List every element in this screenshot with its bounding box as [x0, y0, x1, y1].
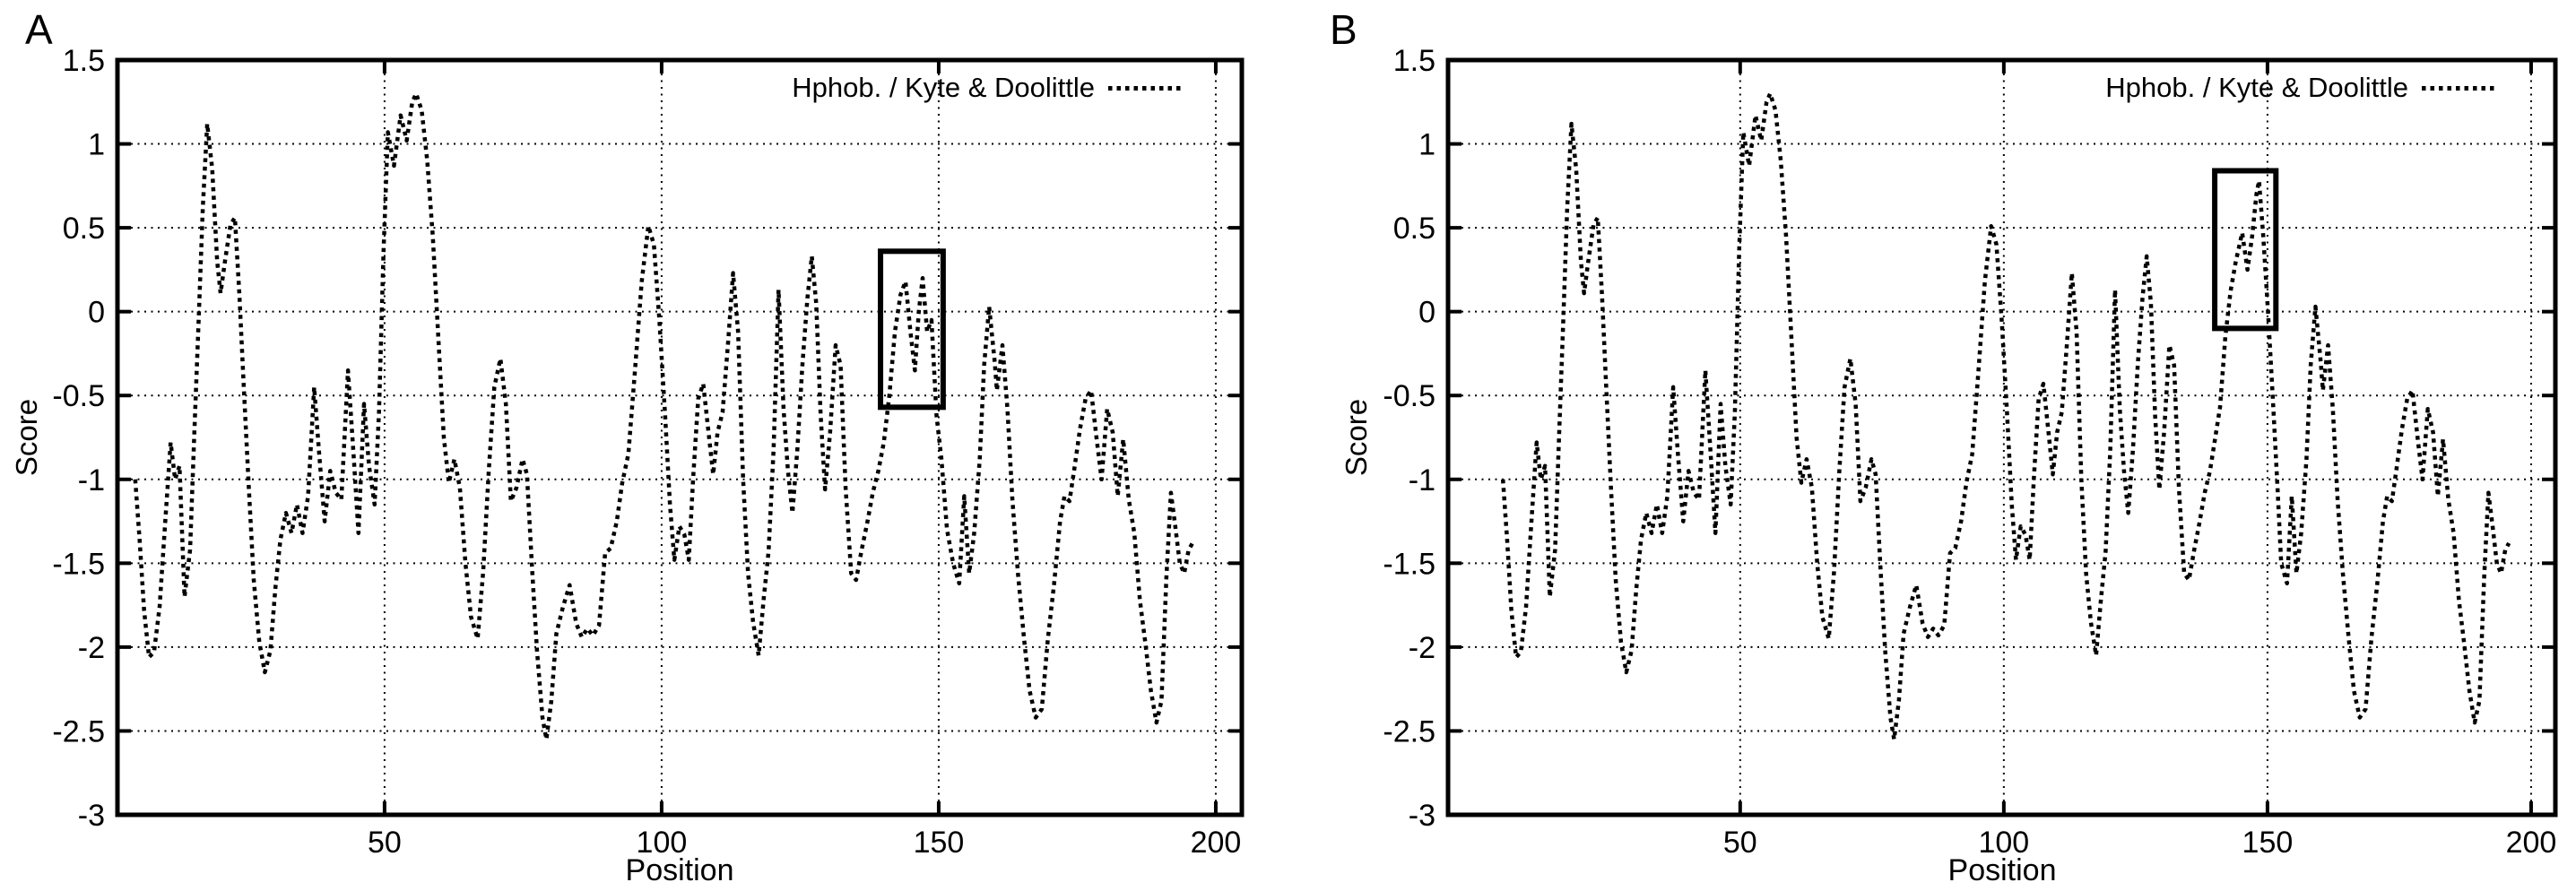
y-tick-label: -1.5	[1383, 547, 1435, 581]
panel-a-y-axis-title: Score	[10, 398, 43, 477]
panel-b: 50 100 150 200 1.5 1 0.5 0 -0.5 -1 -1.5 -2 -2.5 -3 B …	[1288, 0, 2576, 891]
panel-a-plot-canvas: 50 100 150 200 1.5 1 0.5 0 -0.5 -1 -1.5 -2 -2.5 -3	[52, 44, 1245, 860]
y-tick-label: -0.5	[1383, 379, 1435, 413]
y-tick-label: -2.5	[52, 714, 105, 748]
y-tick-label: 1	[88, 128, 105, 162]
hydropathy-dotted-curve	[133, 91, 1194, 742]
hydropathy-dotted-curve	[1500, 91, 2511, 742]
y-tick-label: 1	[1418, 128, 1435, 162]
x-tick-label: 100	[637, 826, 688, 860]
panel-b-letter: B	[1330, 6, 1357, 53]
x-tick-label: 50	[1723, 826, 1757, 860]
panel-b-legend-label: Hphob. / Kyte & Doolittle	[2105, 72, 2408, 103]
axes-frame	[115, 57, 1245, 817]
y-tick-label: -3	[78, 799, 105, 833]
panel-b-x-axis-title: Position	[1947, 853, 2057, 887]
y-tick-label: -2	[1409, 631, 1435, 665]
panel-a-legend: Hphob. / Kyte & Doolittle	[792, 72, 1184, 104]
y-tick-label: 0.5	[1393, 212, 1435, 246]
panel-a-x-axis-title: Position	[625, 853, 734, 887]
y-tick-label: -1.5	[52, 547, 105, 581]
y-tick-label: 0.5	[63, 212, 105, 246]
panel-a: 50 100 150 200 1.5 1 0.5 0 -0.5 -1 -1.5 -2 -2.5 -3 A …	[10, 6, 1245, 887]
panel-a-legend-label: Hphob. / Kyte & Doolittle	[792, 72, 1095, 103]
panel-b-plot-canvas: 50 100 150 200 1.5 1 0.5 0 -0.5 -1 -1.5 -2 -2.5 -3	[1383, 44, 2558, 860]
panel-b-legend-dotted-line-sample	[2422, 85, 2497, 91]
y-tick-label: -1	[78, 463, 105, 497]
panel-b-legend: Hphob. / Kyte & Doolittle	[2105, 72, 2497, 104]
axes-frame	[1445, 57, 2558, 817]
y-tick-label: 0	[1418, 296, 1435, 330]
panel-b-y-axis-title: Score	[1340, 398, 1373, 477]
y-tick-label: -3	[1409, 799, 1435, 833]
panel-a-legend-dotted-line-sample	[1108, 85, 1184, 91]
x-tick-label: 150	[2242, 826, 2294, 860]
y-tick-label: -1	[1409, 463, 1435, 497]
panel-a-letter: A	[25, 6, 53, 53]
highlight-box	[878, 248, 946, 411]
highlight-box	[2212, 168, 2279, 332]
x-tick-label: 200	[2506, 826, 2557, 860]
x-tick-label: 100	[1978, 826, 2029, 860]
y-tick-label: 0	[88, 296, 105, 330]
y-tick-label: -2.5	[1383, 714, 1435, 748]
y-tick-label: -2	[78, 631, 105, 665]
y-tick-label: -0.5	[52, 379, 105, 413]
x-tick-label: 150	[914, 826, 965, 860]
x-tick-label: 200	[1191, 826, 1242, 860]
y-tick-label: 1.5	[63, 44, 105, 78]
y-tick-label: 1.5	[1393, 44, 1435, 78]
x-tick-label: 50	[368, 826, 402, 860]
